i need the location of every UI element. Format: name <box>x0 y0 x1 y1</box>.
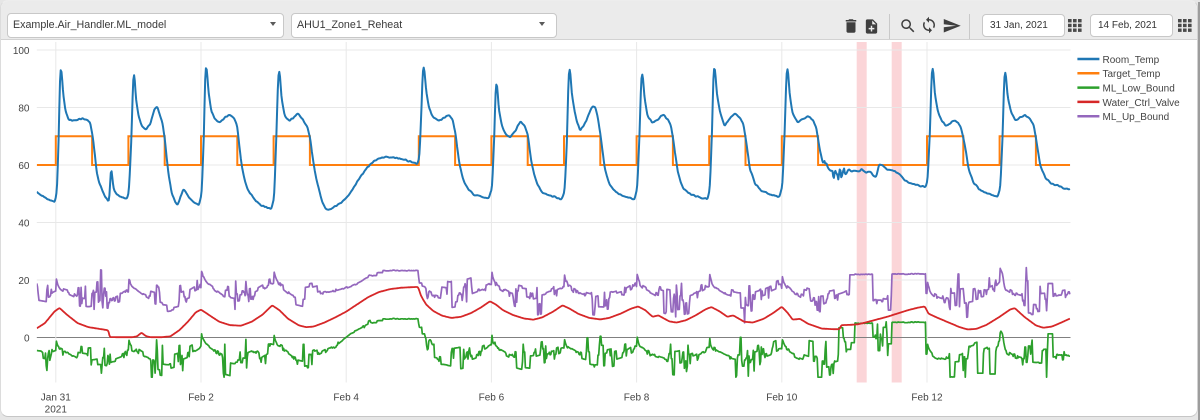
svg-text:40: 40 <box>18 218 30 229</box>
svg-text:Feb 10: Feb 10 <box>766 392 798 403</box>
svg-text:Feb 6: Feb 6 <box>479 392 505 403</box>
svg-text:Jan 31: Jan 31 <box>41 392 71 403</box>
svg-text:100: 100 <box>13 46 30 57</box>
svg-text:Target_Temp: Target_Temp <box>1103 69 1161 80</box>
svg-text:Feb 8: Feb 8 <box>624 392 650 403</box>
svg-text:Feb 4: Feb 4 <box>333 392 359 403</box>
svg-text:ML_Low_Bound: ML_Low_Bound <box>1103 84 1175 95</box>
svg-text:0: 0 <box>24 333 30 344</box>
svg-text:ML_Up_Bound: ML_Up_Bound <box>1103 112 1170 123</box>
svg-text:80: 80 <box>18 103 30 114</box>
svg-text:Feb 12: Feb 12 <box>911 392 943 403</box>
svg-text:Feb 2: Feb 2 <box>188 392 214 403</box>
svg-text:60: 60 <box>18 161 30 172</box>
svg-text:Room_Temp: Room_Temp <box>1103 55 1160 66</box>
svg-text:20: 20 <box>18 276 30 287</box>
svg-text:Water_Ctrl_Valve: Water_Ctrl_Valve <box>1103 98 1181 109</box>
svg-text:2021: 2021 <box>45 405 68 416</box>
